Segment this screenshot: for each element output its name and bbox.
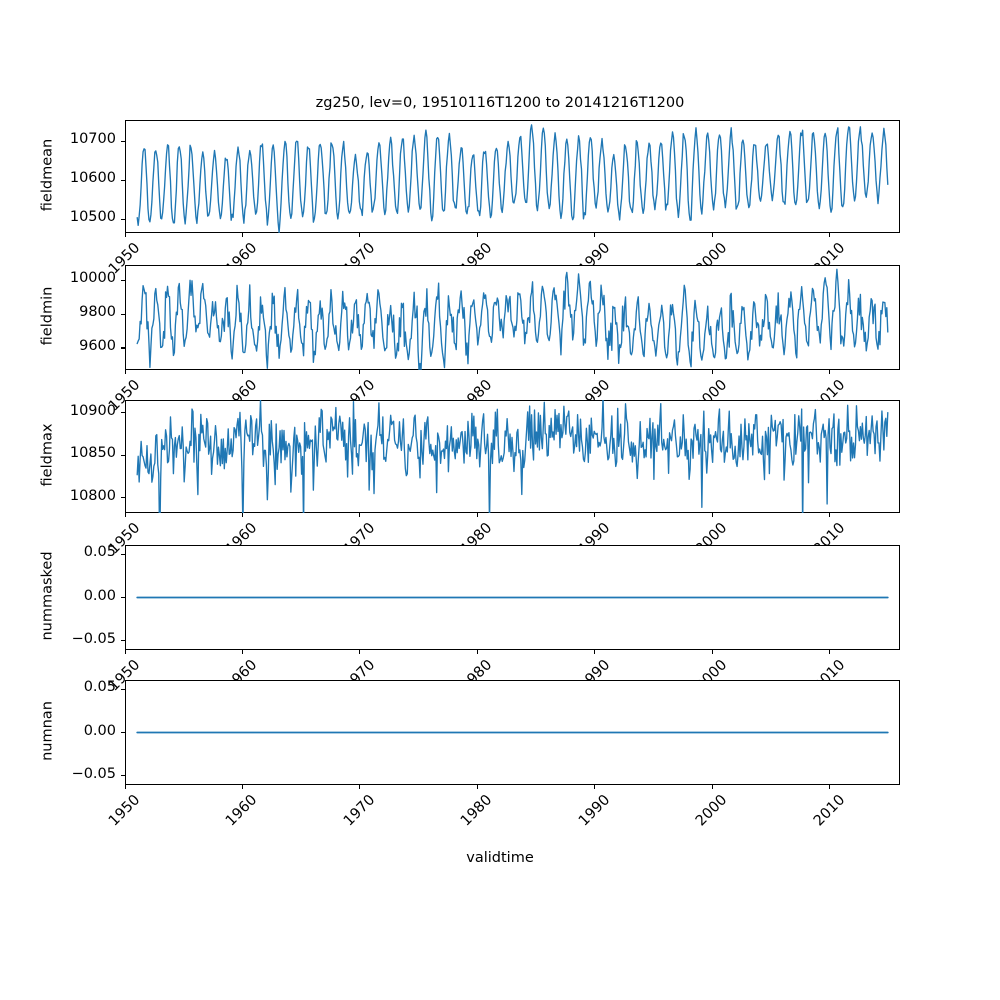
xtick-mark-nummasked-0 xyxy=(124,650,126,654)
xtick-mark-numnan-0 xyxy=(124,785,126,789)
ytick-label-fieldmin-0: 9600 xyxy=(79,337,116,354)
xtick-mark-nummasked-2 xyxy=(359,650,361,654)
xtick-mark-fieldmean-3 xyxy=(476,233,478,237)
ytick-label-fieldmin-2: 10000 xyxy=(69,270,116,287)
xtick-mark-fieldmean-4 xyxy=(594,233,596,237)
ytick-mark-nummasked-2 xyxy=(121,640,125,642)
ytick-label-numnan-2: −0.05 xyxy=(71,765,116,782)
xaxis-label: validtime xyxy=(466,850,534,866)
ytick-mark-fieldmean-0 xyxy=(121,218,125,220)
figure-title: zg250, lev=0, 19510116T1200 to 20141216T… xyxy=(315,95,685,111)
ylabel-numnan: numnan xyxy=(39,700,55,761)
xtick-mark-fieldmin-3 xyxy=(476,370,478,374)
xtick-mark-fieldmin-4 xyxy=(594,370,596,374)
xtick-mark-fieldmean-2 xyxy=(359,233,361,237)
ytick-mark-fieldmin-1 xyxy=(121,313,125,315)
xtick-mark-numnan-3 xyxy=(476,785,478,789)
axes-frame-fieldmin xyxy=(125,265,900,370)
ytick-label-numnan-0: 0.05 xyxy=(83,679,116,696)
ytick-label-nummasked-1: 0.00 xyxy=(83,587,116,604)
ytick-mark-fieldmin-2 xyxy=(121,279,125,281)
xtick-mark-fieldmax-1 xyxy=(241,513,243,517)
xtick-mark-nummasked-1 xyxy=(241,650,243,654)
xtick-mark-fieldmax-0 xyxy=(124,513,126,517)
ytick-label-fieldmax-2: 10900 xyxy=(69,402,116,419)
data-line-numnan xyxy=(136,731,889,734)
xtick-mark-nummasked-4 xyxy=(594,650,596,654)
ytick-label-nummasked-0: 0.05 xyxy=(83,544,116,561)
ytick-mark-fieldmax-1 xyxy=(121,454,125,456)
ytick-mark-numnan-1 xyxy=(121,732,125,734)
xtick-mark-numnan-2 xyxy=(359,785,361,789)
ytick-label-fieldmean-1: 10600 xyxy=(69,170,116,187)
xtick-mark-nummasked-5 xyxy=(711,650,713,654)
subplot-fieldmean: 10500 10600 10700 1950 1960 1970 1980 1990 2000 2… xyxy=(39,120,900,277)
subplot-fieldmin: 9600 9800 10000 1950 1960 1970 1980 1990 2000 201… xyxy=(39,265,900,414)
data-line-fieldmax xyxy=(136,400,889,513)
xtick-mark-fieldmin-5 xyxy=(711,370,713,374)
ytick-mark-nummasked-1 xyxy=(121,597,125,599)
xtick-mark-fieldmax-5 xyxy=(711,513,713,517)
xtick-mark-numnan-4 xyxy=(594,785,596,789)
xtick-mark-fieldmean-1 xyxy=(241,233,243,237)
ytick-mark-numnan-2 xyxy=(121,775,125,777)
xtick-mark-nummasked-6 xyxy=(829,650,831,654)
ytick-label-fieldmean-2: 10700 xyxy=(69,131,116,148)
data-line-fieldmean xyxy=(136,124,889,233)
subplot-fieldmax: 10800 10850 10900 1950 1960 1970 1980 1990 2000 2… xyxy=(39,400,900,557)
ytick-label-numnan-1: 0.00 xyxy=(83,722,116,739)
xtick-mark-fieldmin-1 xyxy=(241,370,243,374)
xtick-mark-fieldmean-0 xyxy=(124,233,126,237)
ytick-mark-fieldmax-0 xyxy=(121,497,125,499)
xtick-mark-fieldmin-2 xyxy=(359,370,361,374)
ytick-label-fieldmean-0: 10500 xyxy=(69,209,116,226)
xtick-mark-numnan-6 xyxy=(829,785,831,789)
data-line-fieldmin xyxy=(136,268,889,370)
xtick-mark-fieldmean-5 xyxy=(711,233,713,237)
ytick-label-fieldmax-0: 10800 xyxy=(69,487,116,504)
ytick-mark-fieldmin-0 xyxy=(121,347,125,349)
subplot-numnan: 0.05 0.00 −0.05 1950 1960 1970 1980 1990 2000 201… xyxy=(39,679,900,829)
ytick-mark-fieldmax-2 xyxy=(121,412,125,414)
ytick-mark-numnan-0 xyxy=(121,688,125,690)
ytick-mark-fieldmean-2 xyxy=(121,140,125,142)
xtick-mark-numnan-5 xyxy=(711,785,713,789)
ytick-mark-fieldmean-1 xyxy=(121,179,125,181)
ytick-mark-nummasked-0 xyxy=(121,553,125,555)
ytick-label-fieldmin-1: 9800 xyxy=(79,304,116,321)
xtick-mark-fieldmax-4 xyxy=(594,513,596,517)
xtick-mark-fieldmax-6 xyxy=(829,513,831,517)
xtick-mark-fieldmin-0 xyxy=(124,370,126,374)
xtick-mark-fieldmax-2 xyxy=(359,513,361,517)
axes-frame-fieldmean xyxy=(125,120,900,233)
data-line-nummasked xyxy=(136,596,889,599)
xtick-mark-nummasked-3 xyxy=(476,650,478,654)
xtick-mark-numnan-1 xyxy=(241,785,243,789)
xtick-mark-fieldmean-6 xyxy=(829,233,831,237)
ytick-label-nummasked-2: −0.05 xyxy=(71,630,116,647)
ytick-label-fieldmax-1: 10850 xyxy=(69,445,116,462)
subplot-nummasked: 0.05 0.00 −0.05 1950 1960 1970 1980 1990 2000 201… xyxy=(39,544,900,694)
xtick-mark-fieldmax-3 xyxy=(476,513,478,517)
xtick-mark-fieldmin-6 xyxy=(829,370,831,374)
